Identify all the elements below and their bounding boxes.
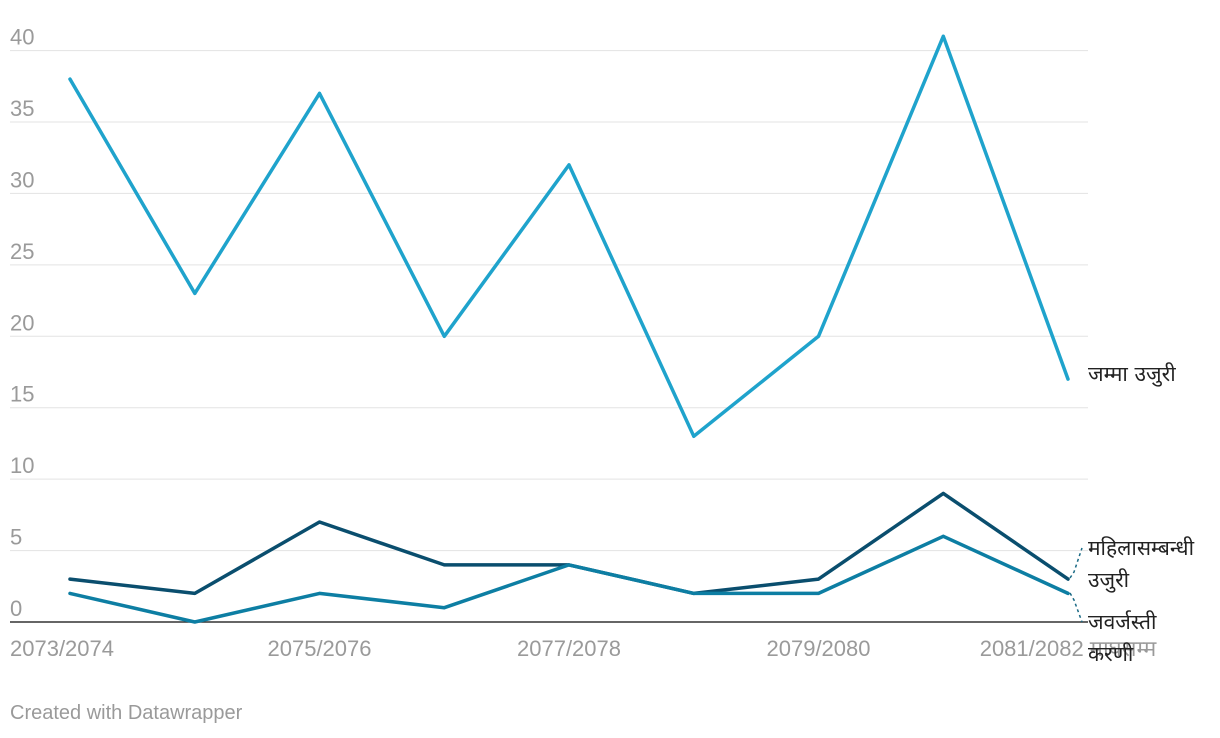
data-point-total-5 [692,434,696,438]
data-point-total-0 [68,77,72,81]
data-point-total-6 [817,334,820,338]
data-point-women-2 [318,520,321,524]
y-tick-label-15: 15 [10,382,34,407]
y-tick-label-20: 20 [10,310,34,335]
chart-credit: Created with Datawrapper [10,702,243,724]
x-tick-label-2: 2077/2078 [517,636,621,661]
x-tick-label-0: 2073/2074 [10,636,114,661]
data-point-rape-2 [318,591,321,595]
series-line-women [68,491,1070,596]
y-tick-label-40: 40 [10,25,34,50]
line-chart: 0 5 10 15 20 25 30 35 40 2073/2074 2075/2076 2077/… [10,25,1195,666]
data-point-women-3 [442,563,446,567]
y-axis-ticks: 0 5 10 15 20 25 30 35 40 [10,25,34,621]
series-lines [68,34,1070,624]
y-tick-label-25: 25 [10,239,34,264]
data-point-total-7 [941,34,945,38]
connector-rape [1069,592,1083,623]
data-point-women-7 [941,491,945,495]
series-line-total [68,34,1070,439]
data-point-total-4 [567,163,571,167]
series-rape [68,534,1070,624]
series-label-rape-line2: करणी [1088,642,1134,666]
data-point-rape-8 [1066,591,1070,595]
data-point-rape-5 [692,591,696,595]
y-tick-label-10: 10 [10,453,34,478]
data-point-total-1 [193,291,197,295]
data-point-total-3 [442,334,446,338]
y-tick-label-35: 35 [10,96,34,121]
data-point-rape-6 [817,591,820,595]
y-tick-label-30: 30 [10,167,34,192]
data-point-women-0 [68,577,72,581]
x-tick-label-3: 2079/2080 [767,636,871,661]
series-label-women-line1: महिलासम्बन्धी [1088,536,1195,560]
data-point-total-2 [318,91,321,95]
data-point-women-6 [817,577,820,581]
series-label-women-line2: उजुरी [1088,568,1130,593]
series-total [68,34,1070,439]
data-point-rape-1 [193,620,197,624]
series-women [68,491,1070,596]
data-point-rape-4 [567,563,571,567]
x-tick-label-4: 2081/2082 माघसम्म [980,636,1157,661]
series-labels: जम्मा उजुरी महिलासम्बन्धी उजुरी जवर्जस्त… [1069,362,1195,666]
data-point-rape-3 [442,606,446,610]
y-tick-label-5: 5 [10,525,22,550]
x-tick-label-1: 2075/2076 [268,636,372,661]
series-label-rape-line1: जवर्जस्ती [1088,610,1157,634]
data-point-rape-0 [68,591,72,595]
grid-lines [10,50,1088,623]
data-point-women-1 [193,591,197,595]
series-label-total: जम्मा उजुरी [1088,362,1176,387]
data-point-total-8 [1066,377,1070,381]
connector-women [1069,547,1083,579]
y-tick-label-0: 0 [10,596,22,621]
x-axis-ticks: 2073/2074 2075/2076 2077/2078 2079/2080 2081… [10,636,1157,661]
data-point-women-8 [1066,577,1070,581]
data-point-rape-7 [941,534,945,538]
